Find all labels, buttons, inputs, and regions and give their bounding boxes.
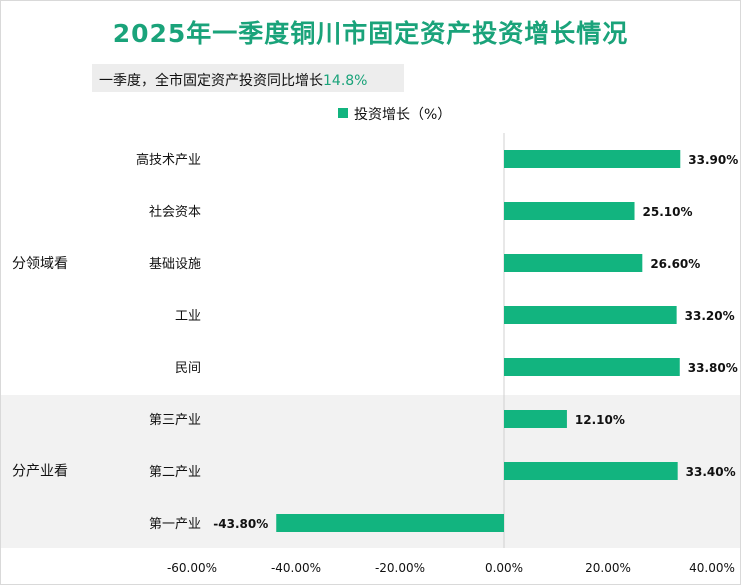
x-tick-label: -60.00% [167,561,217,575]
group-label: 分领域看 [12,256,68,272]
x-tick-label: 40.00% [689,561,735,575]
x-tick-label: 20.00% [585,561,631,575]
data-label: 12.10% [575,413,625,427]
category-label: 社会资本 [149,204,201,220]
category-label: 民间 [175,361,201,376]
category-label: 高技术产业 [136,152,201,168]
bar [504,150,681,168]
category-label: 基础设施 [149,257,201,272]
data-label: 25.10% [643,205,693,219]
x-tick-label: 0.00% [485,561,523,575]
subtitle-box [92,64,404,92]
legend-label: 投资增长（%） [354,107,452,123]
chart-title: 2025年一季度铜川市固定资产投资增长情况 [112,19,629,48]
chart-legend: 投资增长（%） [338,104,451,124]
category-label: 第二产业 [149,465,201,480]
bar [504,202,635,220]
category-label: 第三产业 [149,413,201,428]
bar [504,410,567,428]
bar [504,254,643,272]
chart-subtitle: 一季度，全市固定资产投资同比增长14.8% [99,70,367,90]
data-label: 33.90% [688,153,738,167]
data-label: 26.60% [650,257,700,271]
subtitle-value: 14.8% [323,73,368,89]
legend-swatch [338,108,348,118]
bar [504,462,678,480]
bar [276,514,504,532]
category-label: 工业 [175,309,201,324]
bar [504,306,677,324]
data-label: 33.20% [685,309,735,323]
subtitle-text: 一季度，全市固定资产投资同比增长 [99,73,323,89]
data-label: 33.40% [686,465,736,479]
data-label: 33.80% [688,361,738,375]
data-label: -43.80% [213,517,268,531]
x-tick-label: -20.00% [375,561,425,575]
group-label: 分产业看 [12,464,68,480]
bar [504,358,680,376]
category-label: 第一产业 [149,517,201,532]
x-tick-label: -40.00% [271,561,321,575]
